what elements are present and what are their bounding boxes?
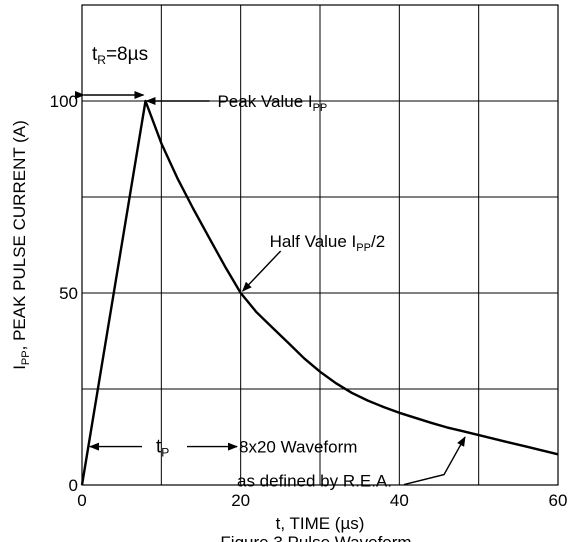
series-line-waveform: [80, 99, 559, 486]
x-tick-label: 40: [390, 491, 409, 510]
x-axis-label: t, TIME (µs): [276, 514, 365, 533]
plot-frame: [81, 4, 559, 486]
grid-lines: [82, 5, 558, 485]
x-tick-label: 20: [231, 491, 250, 510]
tp-label: tP: [156, 437, 169, 460]
rea-label: as defined by R.E.A.: [237, 472, 392, 491]
x-tick-label: 60: [549, 491, 568, 510]
x-tick-label: 0: [77, 491, 86, 510]
annotations: tR=8µs Peak Value IPP Half Value IPP/2 tP 8x…: [75, 44, 466, 491]
series-group: [80, 99, 559, 486]
figure-caption: Figure 3 Pulse Waveform: [220, 533, 411, 542]
tr-label: tR=8µs: [92, 44, 148, 67]
y-tick-label: 100: [50, 92, 78, 111]
waveform-label: 8x20 Waveform: [239, 438, 357, 457]
half-label: Half Value IPP/2: [270, 232, 386, 254]
y-tick-label: 0: [69, 476, 78, 495]
tick-labels: 0 20 40 60 0 50 100 t, TIME (µs)Figure 3 Pulse …: [10, 92, 567, 542]
half-arrow: [241, 250, 282, 292]
peak-label: Peak Value IPP: [217, 92, 327, 114]
y-tick-label: 50: [59, 284, 78, 303]
rea-arrow: [403, 436, 466, 486]
plot-border: [81, 4, 559, 486]
y-axis-label: IPP, PEAK PULSE CURRENT (A): [10, 120, 32, 370]
